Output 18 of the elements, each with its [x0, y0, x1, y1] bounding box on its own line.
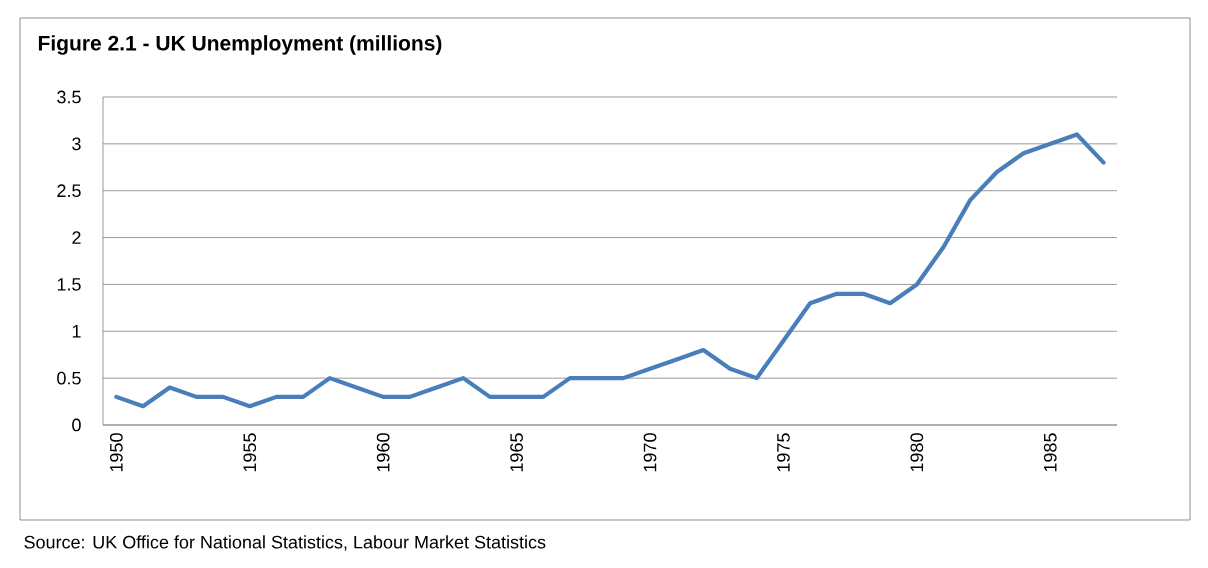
- y-tick-label: 1: [72, 325, 81, 338]
- chart-title: Figure 2.1 - UK Unemployment (millions): [38, 35, 442, 55]
- x-tick-label: 1950: [109, 433, 123, 472]
- x-tick-label: 1975: [777, 433, 790, 472]
- x-tick-label: 1960: [376, 433, 390, 472]
- x-tick-label: 1965: [510, 433, 523, 472]
- y-tick-label: 2.5: [57, 184, 81, 198]
- source-note: Source: UK Office for National Statistics, Labour Market Statistics: [24, 535, 546, 551]
- y-tick-label: 3: [72, 137, 81, 151]
- y-tick-label: 0.5: [57, 371, 81, 385]
- x-tick-label: 1980: [910, 433, 924, 472]
- x-tick-label: 1955: [243, 433, 257, 472]
- y-tick-label: 3.5: [57, 90, 81, 104]
- x-tick-label: 1970: [643, 433, 657, 472]
- y-tick-label: 0: [72, 418, 81, 432]
- x-tick-label: 1985: [1043, 433, 1057, 472]
- y-tick-label: 1.5: [57, 278, 81, 291]
- y-tick-label: 2: [72, 231, 81, 244]
